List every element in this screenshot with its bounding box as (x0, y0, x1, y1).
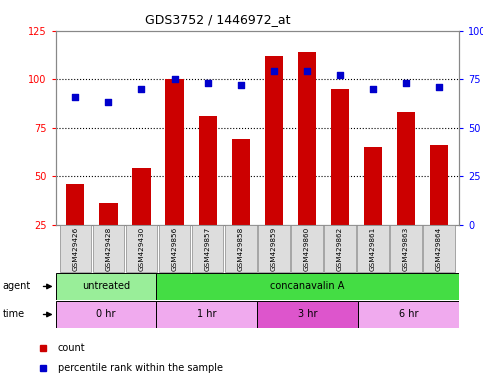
Point (170, 76, 178, 82)
Text: GSM429860: GSM429860 (304, 227, 310, 271)
Text: GDS3752 / 1446972_at: GDS3752 / 1446972_at (144, 13, 290, 26)
Text: time: time (2, 310, 25, 319)
Bar (298, 52, 316, 225)
Bar (357, 225, 389, 272)
Bar (358, 301, 459, 328)
Bar (59, 225, 91, 272)
Point (336, 72, 344, 78)
Text: GSM429859: GSM429859 (271, 227, 277, 271)
Point (303, 68, 311, 74)
Bar (132, 169, 151, 225)
Bar (56, 273, 156, 300)
Text: GSM429426: GSM429426 (72, 227, 78, 271)
Text: GSM429862: GSM429862 (337, 227, 343, 271)
Text: percentile rank within the sample: percentile rank within the sample (58, 363, 223, 373)
Bar (99, 203, 117, 225)
Bar (390, 225, 422, 272)
Bar (430, 145, 448, 225)
Text: 6 hr: 6 hr (398, 310, 418, 319)
Bar (423, 225, 455, 272)
Bar (257, 301, 358, 328)
Text: concanavalin A: concanavalin A (270, 281, 345, 291)
Text: GSM429861: GSM429861 (370, 227, 376, 271)
Text: agent: agent (2, 281, 30, 291)
Text: GSM429864: GSM429864 (436, 227, 442, 271)
Point (369, 86, 377, 92)
Text: GSM429863: GSM429863 (403, 227, 409, 271)
Text: count: count (58, 343, 85, 353)
Bar (231, 139, 250, 225)
Point (402, 80, 410, 86)
Bar (364, 147, 382, 225)
Text: 3 hr: 3 hr (298, 310, 317, 319)
Bar (258, 225, 290, 272)
Text: untreated: untreated (82, 281, 130, 291)
Bar (397, 112, 415, 225)
Bar (66, 184, 85, 225)
Bar (156, 273, 459, 300)
Text: GSM429857: GSM429857 (205, 227, 211, 271)
Point (105, 99, 113, 106)
Text: GSM429428: GSM429428 (105, 227, 112, 271)
Text: GSM429430: GSM429430 (139, 227, 144, 271)
Point (204, 80, 212, 86)
Text: 1 hr: 1 hr (197, 310, 216, 319)
Bar (265, 56, 283, 225)
Text: 0 hr: 0 hr (96, 310, 116, 319)
Bar (159, 225, 190, 272)
Bar (166, 79, 184, 225)
Bar (291, 225, 323, 272)
Point (71, 94, 79, 100)
Point (237, 82, 244, 88)
Bar (331, 89, 349, 225)
Text: GSM429858: GSM429858 (238, 227, 243, 271)
Bar (199, 116, 217, 225)
Bar (126, 225, 157, 272)
Point (435, 84, 443, 90)
Text: GSM429856: GSM429856 (171, 227, 178, 271)
Bar (225, 225, 256, 272)
Bar (93, 225, 124, 272)
Point (138, 86, 145, 92)
Point (270, 68, 278, 74)
Bar (56, 301, 156, 328)
Bar (192, 225, 224, 272)
Bar (156, 301, 257, 328)
Bar (324, 225, 355, 272)
